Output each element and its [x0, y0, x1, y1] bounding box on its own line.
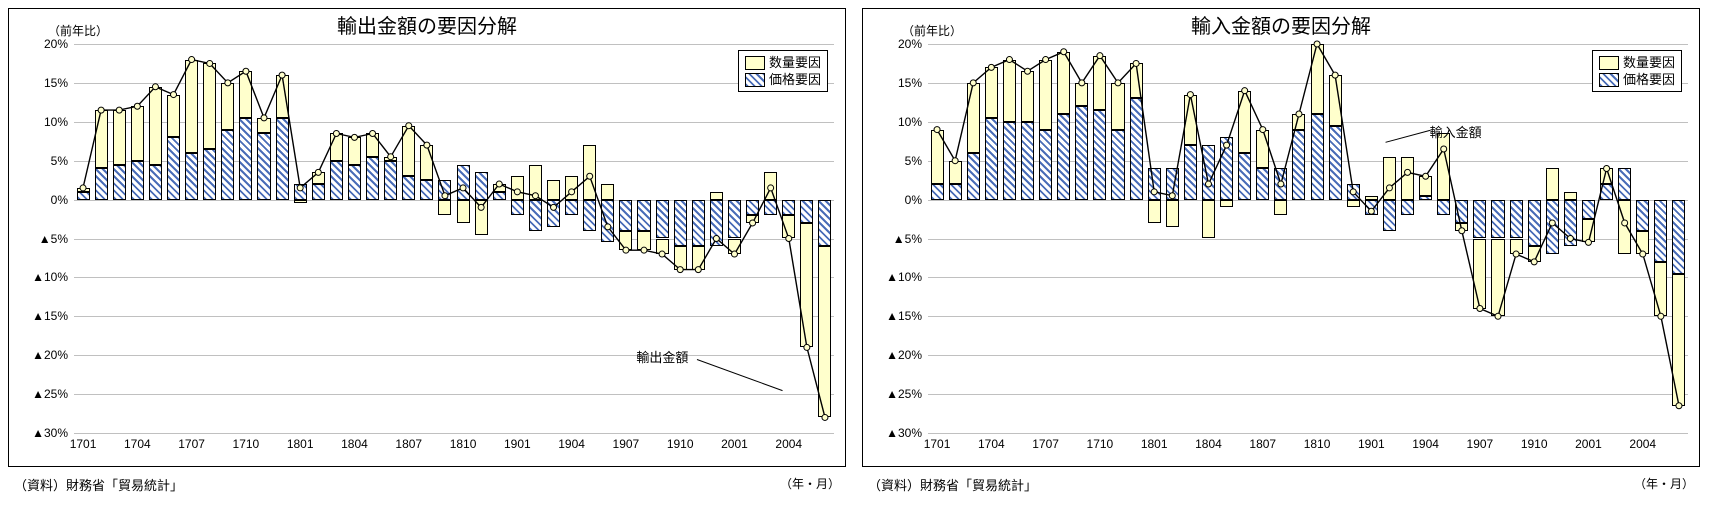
x-tick-label: 1904: [1412, 437, 1439, 451]
source-note: （資料）財務省「貿易統計」: [868, 475, 1037, 494]
y-tick-label: ▲5%: [0, 232, 68, 246]
y-tick-label: 15%: [854, 76, 922, 90]
x-tick-label: 1807: [1249, 437, 1276, 451]
legend-item-qty: 数量要因: [745, 54, 821, 71]
x-tick-label: 1810: [1304, 437, 1331, 451]
legend-swatch-qty: [745, 56, 765, 70]
x-tick-label: 2001: [721, 437, 748, 451]
x-tick-label: 1704: [978, 437, 1005, 451]
x-tick-label: 1801: [287, 437, 314, 451]
x-tick-label: 1710: [1087, 437, 1114, 451]
legend-item-qty: 数量要因: [1599, 54, 1675, 71]
plot-area: [928, 44, 1688, 433]
y-tick-label: ▲30%: [0, 426, 68, 440]
y-tick-label: ▲25%: [0, 387, 68, 401]
chart-title: 輸出金額の要因分解: [337, 10, 517, 39]
gridline: [928, 433, 1688, 434]
x-tick-label: 1801: [1141, 437, 1168, 451]
y-tick-label: ▲20%: [854, 348, 922, 362]
y-tick-label: ▲5%: [854, 232, 922, 246]
x-tick-label: 1901: [1358, 437, 1385, 451]
charts-row: 輸出金額の要因分解（前年比）20%15%10%5%0%▲5%▲10%▲15%▲2…: [0, 0, 1709, 505]
total-line: [928, 44, 1688, 433]
line-callout: 輸出金額: [636, 347, 688, 366]
x-tick-label: 1904: [558, 437, 585, 451]
x-tick-label: 1907: [1467, 437, 1494, 451]
x-tick-label: 1707: [1032, 437, 1059, 451]
x-tick-label: 2001: [1575, 437, 1602, 451]
x-tick-label: 1910: [667, 437, 694, 451]
y-tick-label: ▲20%: [0, 348, 68, 362]
legend: 数量要因価格要因: [738, 50, 828, 92]
x-axis-unit: （年・月）: [780, 475, 840, 492]
y-tick-label: ▲30%: [854, 426, 922, 440]
total-line: [74, 44, 834, 433]
gridline: [74, 433, 834, 434]
plot-area: [74, 44, 834, 433]
y-tick-label: ▲15%: [0, 309, 68, 323]
x-tick-label: 1704: [124, 437, 151, 451]
y-tick-label: ▲15%: [854, 309, 922, 323]
line-callout: 輸入金額: [1430, 122, 1482, 141]
y-tick-label: 0%: [854, 193, 922, 207]
source-note: （資料）財務省「貿易統計」: [14, 475, 183, 494]
y-tick-label: 10%: [854, 115, 922, 129]
chart-title: 輸入金額の要因分解: [1191, 10, 1371, 39]
y-tick-label: 10%: [0, 115, 68, 129]
y-tick-label: ▲10%: [0, 270, 68, 284]
x-tick-label: 1701: [70, 437, 97, 451]
x-tick-label: 1901: [504, 437, 531, 451]
legend-label-qty: 数量要因: [769, 54, 821, 71]
legend-label-price: 価格要因: [769, 71, 821, 88]
y-tick-label: 20%: [854, 37, 922, 51]
legend-swatch-price: [745, 73, 765, 87]
y-tick-label: 5%: [854, 154, 922, 168]
x-axis-unit: （年・月）: [1634, 475, 1694, 492]
x-tick-label: 1710: [233, 437, 260, 451]
x-tick-label: 1810: [450, 437, 477, 451]
export-chart-panel: 輸出金額の要因分解（前年比）20%15%10%5%0%▲5%▲10%▲15%▲2…: [0, 0, 854, 505]
y-tick-label: ▲25%: [854, 387, 922, 401]
x-tick-label: 2004: [775, 437, 802, 451]
import-chart-panel: 輸入金額の要因分解（前年比）20%15%10%5%0%▲5%▲10%▲15%▲2…: [854, 0, 1708, 505]
legend: 数量要因価格要因: [1592, 50, 1682, 92]
x-tick-label: 2004: [1629, 437, 1656, 451]
x-tick-label: 1707: [178, 437, 205, 451]
legend-swatch-qty: [1599, 56, 1619, 70]
legend-item-price: 価格要因: [1599, 71, 1675, 88]
y-tick-label: 5%: [0, 154, 68, 168]
x-tick-label: 1804: [341, 437, 368, 451]
x-tick-label: 1910: [1521, 437, 1548, 451]
x-tick-label: 1701: [924, 437, 951, 451]
legend-label-price: 価格要因: [1623, 71, 1675, 88]
x-tick-label: 1804: [1195, 437, 1222, 451]
y-tick-label: 15%: [0, 76, 68, 90]
y-tick-label: 0%: [0, 193, 68, 207]
legend-label-qty: 数量要因: [1623, 54, 1675, 71]
legend-swatch-price: [1599, 73, 1619, 87]
y-tick-label: 20%: [0, 37, 68, 51]
x-tick-label: 1907: [613, 437, 640, 451]
x-tick-label: 1807: [395, 437, 422, 451]
y-tick-label: ▲10%: [854, 270, 922, 284]
legend-item-price: 価格要因: [745, 71, 821, 88]
